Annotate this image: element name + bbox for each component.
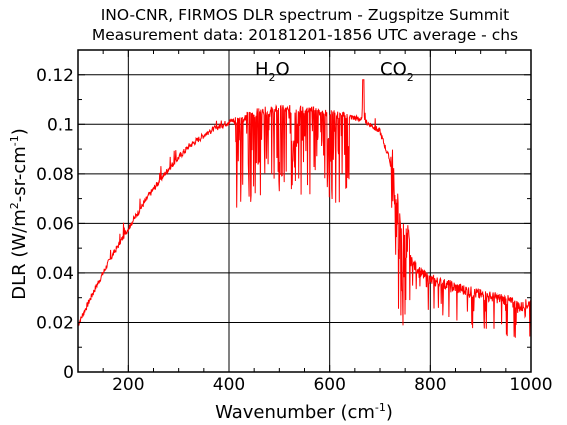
series-layer <box>77 79 532 338</box>
annotation-co2-main: CO <box>380 59 407 80</box>
chart-title-line-2: Measurement data: 20181201-1856 UTC aver… <box>92 26 518 44</box>
annotation-h2o: H2O <box>255 59 290 84</box>
annotation-co2-sub: 2 <box>407 71 414 84</box>
x-axis-label: Wavenumber (cm-1) <box>215 401 393 423</box>
x-tick-label-1000: 1000 <box>509 375 552 395</box>
y-axis-label-mid: -sr-cm <box>9 146 30 202</box>
chart-title-line-1: INO-CNR, FIRMOS DLR spectrum - Zugspitze… <box>101 6 510 24</box>
y-axis-label-suffix: ) <box>9 128 30 135</box>
x-axis-label-suffix: ) <box>386 402 393 423</box>
ticks: 200 400 600 800 1000 0 0.02 0.04 0.06 0.08 0.1 0.12 <box>36 49 553 395</box>
series-dlr-spectrum <box>77 79 532 338</box>
x-tick-label-400: 400 <box>213 375 245 395</box>
y-tick-label-0.02: 0.02 <box>36 313 74 333</box>
y-tick-label-0.06: 0.06 <box>36 214 74 234</box>
y-axis-label-text: DLR (W/m <box>9 209 30 300</box>
x-axis-label-sup: -1 <box>375 401 386 414</box>
annotation-h2o-sub: 2 <box>269 71 276 84</box>
y-axis-label: DLR (W/m2-sr-cm-1) <box>8 128 30 300</box>
annotation-co2: CO2 <box>380 59 414 84</box>
x-tick-label-600: 600 <box>313 375 345 395</box>
y-tick-label-0.08: 0.08 <box>36 165 74 185</box>
annotation-h2o-main: H <box>255 59 269 80</box>
y-tick-label-0: 0 <box>63 363 74 383</box>
plot-frame <box>77 49 532 373</box>
y-tick-label-0.1: 0.1 <box>47 115 74 135</box>
y-tick-label-0.12: 0.12 <box>36 66 74 86</box>
annotation-h2o-tail: O <box>276 59 290 80</box>
x-axis-label-text: Wavenumber (cm <box>215 402 375 423</box>
x-tick-label-200: 200 <box>112 375 144 395</box>
grid <box>78 50 532 373</box>
y-axis-label-sup1: 2 <box>8 202 21 209</box>
x-tick-label-800: 800 <box>414 375 446 395</box>
y-tick-label-0.04: 0.04 <box>36 264 74 284</box>
y-axis-label-sup2: -1 <box>8 135 21 146</box>
